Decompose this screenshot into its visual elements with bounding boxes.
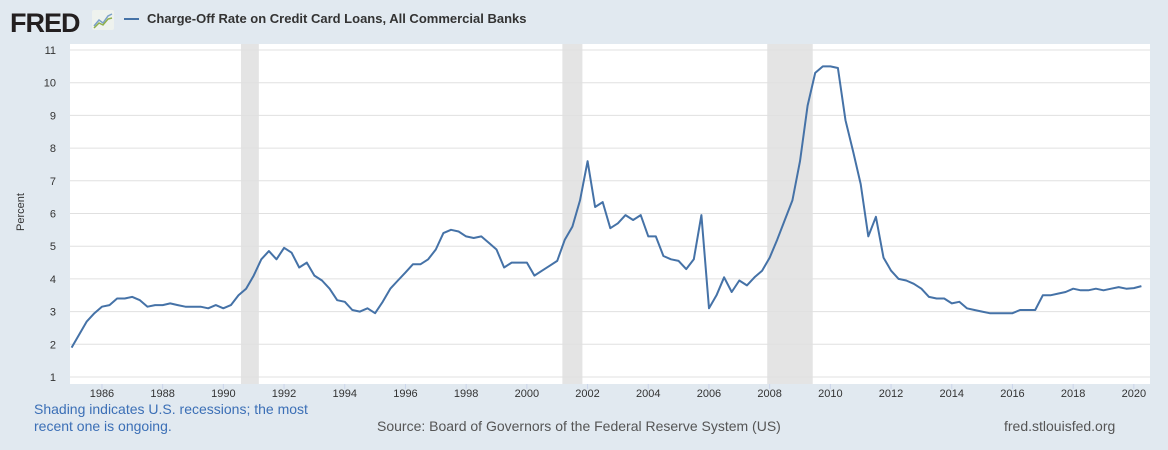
fred-logo-graph-icon <box>92 10 114 30</box>
y-tick-label: 5 <box>50 241 56 253</box>
y-tick-label: 8 <box>50 143 56 155</box>
series-line <box>70 65 1142 349</box>
x-tick-label: 1992 <box>272 388 296 400</box>
x-tick-label: 2018 <box>1061 388 1085 400</box>
x-tick-label: 1986 <box>90 388 114 400</box>
y-tick-label: 9 <box>50 110 56 122</box>
source-text: Source: Board of Governors of the Federa… <box>377 418 781 434</box>
x-tick-label: 2012 <box>879 388 903 400</box>
x-tick-label: 1988 <box>150 388 174 400</box>
x-tick-label: 2006 <box>697 388 721 400</box>
x-tick-label: 2002 <box>575 388 599 400</box>
y-tick-label: 10 <box>44 78 56 90</box>
x-tick-label: 1996 <box>393 388 417 400</box>
x-tick-label: 2014 <box>940 388 964 400</box>
x-tick-label: 2020 <box>1122 388 1146 400</box>
x-tick-label: 1998 <box>454 388 478 400</box>
y-tick-label: 3 <box>50 307 56 319</box>
x-tick-label: 1990 <box>211 388 235 400</box>
y-axis-label: Percent <box>15 193 27 231</box>
y-tick-label: 6 <box>50 209 56 221</box>
x-tick-label: 2004 <box>636 388 660 400</box>
fred-url[interactable]: fred.stlouisfed.org <box>1004 418 1116 434</box>
fred-logo[interactable]: FRED <box>10 8 80 38</box>
y-tick-label: 2 <box>50 339 56 351</box>
recession-note: Shading indicates U.S. recessions; the m… <box>34 401 308 434</box>
x-tick-label: 2010 <box>818 388 842 400</box>
x-tick-label: 2000 <box>515 388 539 400</box>
y-tick-label: 7 <box>50 176 56 188</box>
y-tick-label: 1 <box>50 372 56 384</box>
legend-label: Charge-Off Rate on Credit Card Loans, Al… <box>147 11 527 26</box>
x-tick-label: 2016 <box>1000 388 1024 400</box>
y-tick-label: 11 <box>45 45 56 57</box>
x-tick-label: 2008 <box>757 388 781 400</box>
legend-swatch <box>124 17 139 20</box>
chart-legend: Charge-Off Rate on Credit Card Loans, Al… <box>124 11 526 26</box>
x-tick-label: 1994 <box>333 388 357 400</box>
y-tick-label: 4 <box>50 274 56 286</box>
